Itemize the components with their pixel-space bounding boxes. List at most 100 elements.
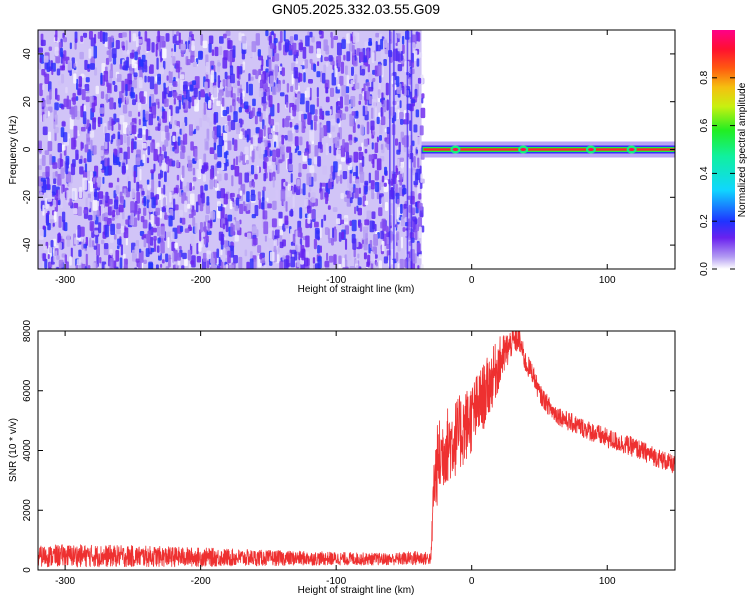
noise-cell xyxy=(84,266,88,269)
noise-cell xyxy=(358,187,361,194)
noise-cell xyxy=(298,73,303,82)
noise-cell xyxy=(183,81,188,90)
snr-frame xyxy=(37,330,676,571)
noise-cell xyxy=(369,220,375,233)
noise-cell xyxy=(411,167,415,176)
noise-cell xyxy=(44,73,50,84)
noise-cell xyxy=(187,249,192,261)
noise-cell xyxy=(286,101,289,108)
noise-cell xyxy=(54,46,59,57)
noise-cell xyxy=(397,240,401,252)
noise-cell xyxy=(61,211,66,223)
noise-cell xyxy=(115,40,120,50)
noise-cell xyxy=(227,214,233,222)
figure-title: GN05.2025.332.03.55.G09 xyxy=(272,1,440,17)
noise-streak xyxy=(410,30,413,269)
noise-cell xyxy=(263,221,269,235)
noise-cell xyxy=(133,72,138,78)
noise-cell xyxy=(298,42,304,51)
noise-cell xyxy=(54,114,58,125)
noise-cell xyxy=(370,180,375,190)
noise-cell xyxy=(192,80,197,86)
noise-cell xyxy=(421,93,425,99)
noise-cell xyxy=(329,145,332,154)
noise-cell xyxy=(420,264,424,269)
noise-cell xyxy=(42,84,45,91)
noise-cell xyxy=(344,65,348,75)
noise-cell xyxy=(133,141,137,150)
noise-cell xyxy=(250,189,255,195)
noise-cell xyxy=(184,258,188,267)
noise-cell xyxy=(369,239,373,249)
noise-cell xyxy=(97,31,101,39)
noise-cell xyxy=(118,99,122,108)
noise-cell xyxy=(60,104,65,110)
noise-cell xyxy=(216,190,221,199)
noise-cell xyxy=(274,122,280,133)
noise-cell xyxy=(99,107,105,114)
noise-cell xyxy=(357,253,360,259)
noise-cell xyxy=(66,234,71,247)
noise-cell xyxy=(281,67,285,77)
noise-cell xyxy=(43,55,49,63)
noise-cell xyxy=(194,99,199,112)
noise-cell xyxy=(138,31,141,37)
noise-cell xyxy=(46,178,50,190)
noise-cell xyxy=(328,133,332,138)
noise-cell xyxy=(213,113,217,125)
noise-cell xyxy=(141,96,146,105)
noise-cell xyxy=(303,113,307,120)
noise-cell xyxy=(323,214,327,221)
noise-cell xyxy=(39,185,42,192)
noise-cell xyxy=(109,69,114,79)
noise-cell xyxy=(157,237,161,244)
noise-cell xyxy=(344,142,349,153)
noise-cell xyxy=(269,118,275,126)
noise-cell xyxy=(96,210,100,217)
noise-cell xyxy=(143,237,147,248)
noise-cell xyxy=(402,227,406,232)
noise-cell xyxy=(239,203,244,215)
noise-cell xyxy=(217,75,221,88)
noise-cell xyxy=(227,40,233,50)
noise-cell xyxy=(57,158,61,169)
noise-cell xyxy=(278,211,283,219)
noise-cell xyxy=(216,162,222,169)
noise-cell xyxy=(173,198,176,212)
noise-cell xyxy=(58,242,62,250)
noise-cell xyxy=(101,239,105,245)
noise-cell xyxy=(52,162,58,169)
noise-cell xyxy=(157,123,161,131)
noise-cell xyxy=(126,124,132,135)
noise-cell xyxy=(88,214,93,221)
noise-cell xyxy=(120,244,123,256)
noise-cell xyxy=(246,191,250,203)
noise-cell xyxy=(379,122,383,135)
noise-cell xyxy=(364,219,370,226)
noise-cell xyxy=(378,260,382,269)
noise-cell xyxy=(295,58,299,64)
noise-cell xyxy=(176,159,179,168)
noise-cell xyxy=(278,66,283,71)
noise-cell xyxy=(79,166,84,175)
noise-cell xyxy=(282,79,286,85)
noise-cell xyxy=(129,30,132,43)
noise-cell xyxy=(413,124,418,133)
noise-cell xyxy=(117,146,120,158)
noise-cell xyxy=(357,197,362,206)
noise-cell xyxy=(249,180,253,188)
noise-cell xyxy=(279,30,283,43)
noise-cell xyxy=(292,42,297,55)
noise-cell xyxy=(370,107,374,119)
noise-cell xyxy=(329,87,335,97)
noise-cell xyxy=(213,153,218,160)
noise-cell xyxy=(60,47,63,58)
noise-cell xyxy=(342,257,345,269)
noise-cell xyxy=(303,151,309,156)
noise-cell xyxy=(346,190,351,199)
noise-cell xyxy=(182,133,188,145)
signal-bright-spot-core xyxy=(628,148,635,151)
noise-cell xyxy=(318,30,323,35)
noise-cell xyxy=(152,227,157,233)
noise-cell xyxy=(407,149,411,154)
